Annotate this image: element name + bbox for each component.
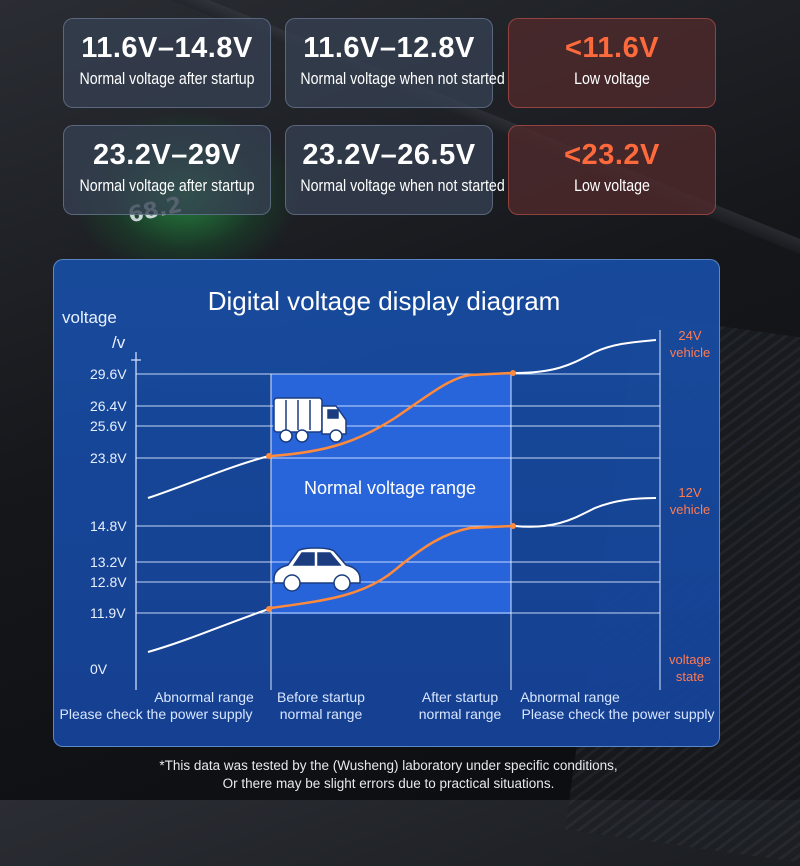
curve-24v-abnormal-low [147,455,270,499]
tick-labels: 29.6V 26.4V 25.6V 23.8V 14.8V 13.2V 12.8… [90,366,127,677]
y-axis-unit: /v [112,333,126,352]
normal-range-label: Normal voltage range [304,478,476,498]
card-label: Low voltage [574,177,650,195]
card-24v-after-startup: 23.2V–29V Normal voltage after startup [63,125,271,215]
card-label: Low voltage [574,70,650,88]
tick-label: 11.9V [90,605,126,621]
zone-4-line1: Abnormal range [520,689,620,705]
tick-label: 29.6V [90,366,127,382]
tick-label: 25.6V [90,418,127,434]
truck-icon [273,397,347,443]
curve-24v-abnormal-high [514,339,657,374]
tick-label: 14.8V [90,518,127,534]
card-12v-after-startup: 11.6V–14.8V Normal voltage after startup [63,18,271,108]
footnote-line-1: *This data was tested by the (Wusheng) l… [159,758,618,773]
card-label: Normal voltage when not started [300,70,505,88]
marker-12v-end [510,523,516,529]
card-label: Normal voltage after startup [79,70,255,88]
card-value: <11.6V [564,32,660,64]
curve-12v-abnormal-high [514,497,657,528]
marker-12v-start [266,606,272,612]
voltage-diagram: voltage /v 29.6V 26.4V 25.6V 23.8V 14.8V… [60,308,715,722]
car-icon [273,547,361,592]
zone-1-line1: Abnormal range [154,689,254,705]
card-24v-low-voltage: <23.2V Low voltage [508,125,716,215]
card-value: 23.2V–26.5V [302,139,476,171]
curve-24v-normal [270,371,514,458]
card-label: Normal voltage when not started [300,177,505,195]
curve-12v-abnormal-low [147,608,270,653]
zone-2-line1: Before startup [277,689,365,705]
card-12v-low-voltage: <11.6V Low voltage [508,18,716,108]
card-value: <23.2V [564,139,660,171]
footnote: *This data was tested by the (Wusheng) l… [0,757,777,793]
card-24v-not-started: 23.2V–26.5V Normal voltage when not star… [285,125,505,215]
footnote-line-2: Or there may be slight errors due to pra… [222,776,555,791]
diagram-title: Digital voltage display diagram [207,286,561,316]
curve-12v-normal [270,524,514,610]
tick-label: 0V [90,661,108,677]
zone-labels: Abnormal range Please check the power su… [60,689,715,722]
tick-label: 12.8V [90,574,127,590]
zone-3-line1: After startup [422,689,498,705]
label-24v-vehicle: vehicle [670,345,710,360]
grid-lines [136,373,660,614]
card-value: 11.6V–12.8V [303,32,475,64]
zone-4-line2: Please check the power supply [522,706,715,722]
tick-label: 13.2V [90,554,127,570]
zone-2-line2: normal range [280,706,363,722]
label-24v: 24V [678,328,701,343]
card-value: 11.6V–14.8V [81,32,253,64]
card-label: Normal voltage after startup [79,177,255,195]
card-value: 23.2V–29V [92,139,241,171]
label-voltage: voltage [669,652,711,667]
label-state: state [676,669,704,684]
right-labels: 24V vehicle 12V vehicle voltage state [669,328,711,684]
tick-label: 23.8V [90,450,127,466]
tick-label: 26.4V [90,398,127,414]
marker-24v-end [510,370,516,376]
card-12v-not-started: 11.6V–12.8V Normal voltage when not star… [285,18,505,108]
label-12v: 12V [678,485,701,500]
marker-24v-start [266,453,272,459]
zone-1-line2: Please check the power supply [60,706,253,722]
zone-3-line2: normal range [419,706,502,722]
y-axis-label: voltage [62,308,117,327]
label-12v-vehicle: vehicle [670,502,710,517]
